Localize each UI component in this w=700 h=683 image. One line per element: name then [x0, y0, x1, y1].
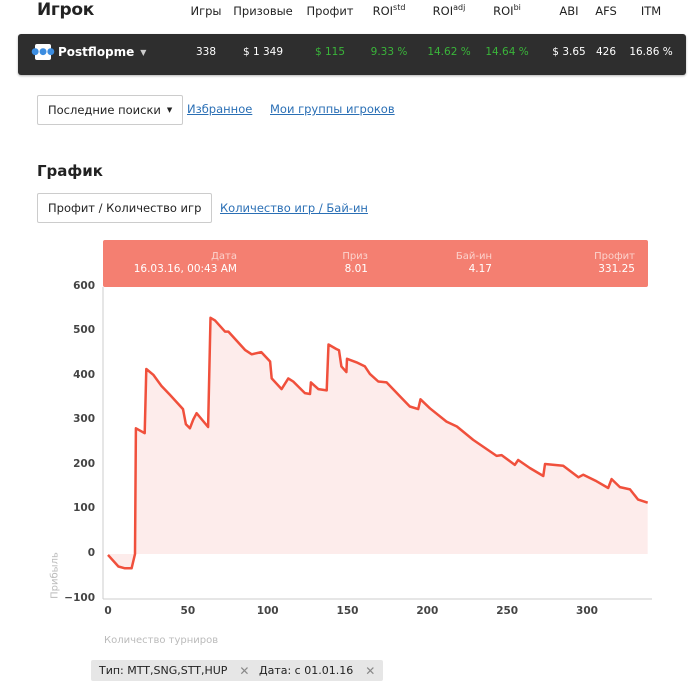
column-header[interactable]: ROIstd [373, 3, 406, 18]
chevron-down-icon: ▼ [166, 106, 173, 114]
y-tick-label: 400 [73, 368, 95, 381]
y-tick-label: 500 [73, 324, 95, 337]
filter-date-label: Дата: с 01.01.16 [259, 664, 354, 677]
tooltip-prize-label: Приз [342, 251, 368, 262]
x-tick-label: 200 [416, 605, 439, 617]
y-tick-label: −100 [64, 591, 95, 604]
profit-area [108, 317, 648, 569]
column-header[interactable]: Профит [307, 3, 354, 18]
y-tick-label: 300 [73, 413, 95, 426]
column-header[interactable]: AFS [595, 3, 617, 18]
tooltip-prize: 8.01 [344, 263, 368, 275]
player-stat-value: 14.62 % [427, 46, 471, 58]
filter-type-label: Тип: MTT,SNG,STT,HUP [99, 664, 228, 677]
column-label: ABI [559, 3, 579, 18]
x-tick-label: 250 [496, 605, 519, 617]
column-label: Профит [306, 3, 354, 18]
tooltip-buyin: 4.17 [468, 263, 492, 275]
favorites-link[interactable]: Избранное [187, 102, 253, 116]
column-sup: bi [513, 3, 521, 12]
player-stat-value: 426 [595, 46, 617, 58]
y-tick-label: 0 [87, 547, 95, 559]
tooltip-date: 16.03.16, 00:43 AM [133, 263, 237, 275]
column-header[interactable]: ABI [559, 3, 578, 18]
x-tick-label: 50 [180, 605, 196, 617]
column-header[interactable]: ITM [641, 3, 661, 18]
chart-tooltip: Дата 16.03.16, 00:43 AM Приз 8.01 Бай-ин… [103, 240, 648, 287]
x-tick-label: 100 [256, 605, 279, 617]
recent-searches-dropdown[interactable]: Последние поиски ▼ [37, 95, 184, 125]
y-tick-label: 600 [73, 279, 95, 292]
player-stat-value: $ 115 [314, 46, 346, 58]
column-label: AFS [595, 3, 617, 18]
player-stat-value: 338 [195, 46, 217, 58]
y-tick-label: 200 [73, 457, 95, 470]
filter-chip-type[interactable]: Тип: MTT,SNG,STT,HUP ✕ [91, 660, 258, 681]
player-stat-value: $ 3.65 [552, 46, 586, 58]
column-label: Призовые [233, 3, 293, 18]
tab-profit-games[interactable]: Профит / Количество игр [37, 193, 213, 223]
column-label: ITM [640, 3, 662, 18]
column-header[interactable]: Призовые [233, 3, 293, 18]
profit-line [107, 316, 649, 570]
y-tick-label: 100 [73, 502, 95, 515]
player-stat-value: 9.33 % [370, 46, 408, 58]
x-tick-label: 300 [576, 605, 598, 617]
x-tick-label: 0 [104, 605, 112, 617]
page-title: Игрок [37, 0, 94, 20]
tooltip-profit-label: Профит [594, 251, 635, 262]
y-axis-label: Прибыль [49, 552, 61, 599]
player-groups-link[interactable]: Мои группы игроков [270, 102, 395, 116]
x-axis-label: Количество турниров [104, 635, 219, 646]
tab-games-buyin[interactable]: Количество игр / Бай-ин [220, 201, 368, 215]
player-stat-value: 14.64 % [485, 46, 529, 58]
column-sup: std [393, 3, 406, 12]
column-label: ROI [432, 3, 454, 18]
column-header[interactable]: ROIbi [493, 3, 521, 18]
player-stat-value: $ 1 349 [242, 46, 284, 58]
player-stat-value: 16.86 % [629, 46, 673, 58]
tooltip-date-label: Дата [211, 251, 237, 262]
chevron-down-icon: ▼ [140, 47, 147, 57]
recent-searches-label: Последние поиски [48, 103, 161, 117]
player-row [18, 34, 686, 75]
tooltip-profit: 331.25 [598, 263, 635, 275]
x-tick-label: 150 [336, 605, 359, 617]
player-logo-icon: ●●● [31, 44, 55, 60]
column-label: ROI [372, 3, 394, 18]
close-icon[interactable]: ✕ [365, 663, 376, 678]
close-icon[interactable]: ✕ [239, 663, 250, 678]
column-sup: adj [453, 3, 466, 12]
player-selector[interactable]: ●●● Postflopme ▼ [31, 44, 147, 60]
tooltip-buyin-label: Бай-ин [455, 251, 492, 262]
column-label: Игры [190, 3, 222, 18]
column-header[interactable]: ROIadj [433, 3, 466, 18]
player-name: Postflopme [58, 45, 135, 59]
section-title: График [37, 162, 103, 180]
column-label: ROI [493, 3, 514, 18]
filter-chip-date[interactable]: Дата: с 01.01.16 ✕ [251, 660, 384, 681]
column-header[interactable]: Игры [190, 3, 221, 18]
